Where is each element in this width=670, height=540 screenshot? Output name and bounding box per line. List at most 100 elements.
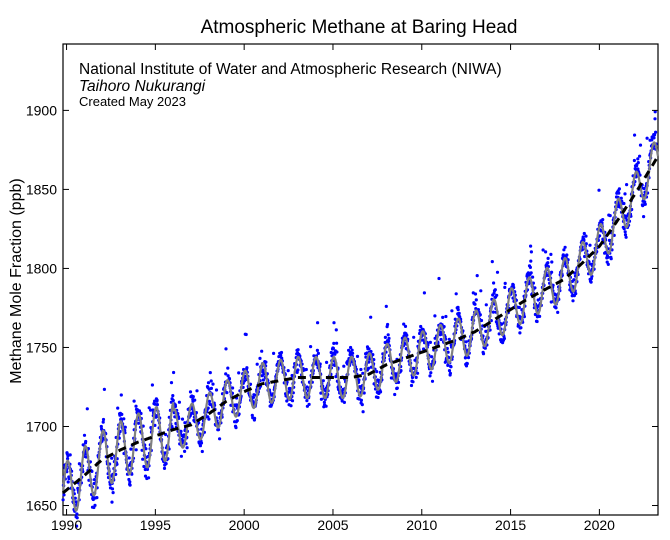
- observation-point: [529, 250, 534, 254]
- observation-point: [622, 201, 626, 206]
- observation-point: [251, 395, 256, 399]
- observation-point: [102, 387, 106, 391]
- observation-point: [399, 369, 403, 373]
- observation-point: [321, 379, 325, 383]
- observation-point: [642, 215, 646, 219]
- observation-point: [190, 411, 194, 415]
- observation-point: [342, 364, 346, 368]
- observation-point: [169, 381, 174, 385]
- observation-point: [147, 406, 151, 410]
- observation-point: [324, 404, 328, 408]
- observation-point: [171, 394, 175, 398]
- observation-point: [75, 524, 79, 528]
- observation-point: [608, 214, 612, 218]
- observation-point: [179, 454, 183, 458]
- observation-point: [147, 476, 151, 480]
- observation-point: [528, 265, 533, 269]
- observation-point: [211, 382, 215, 386]
- observation-point: [645, 136, 649, 140]
- observation-point: [588, 243, 592, 247]
- observation-point: [550, 260, 554, 264]
- observation-point: [556, 310, 560, 314]
- observation-point: [145, 467, 150, 471]
- observation-point: [116, 406, 120, 410]
- observation-point: [289, 404, 293, 408]
- observation-points: [61, 110, 658, 528]
- observation-point: [519, 326, 523, 330]
- y-tick-label: 1750: [26, 339, 57, 355]
- observation-point: [444, 314, 448, 319]
- observation-point: [359, 367, 363, 372]
- observation-point: [68, 453, 72, 457]
- observation-point: [638, 143, 643, 147]
- observation-point: [411, 380, 415, 384]
- observation-point: [379, 390, 383, 394]
- observation-point: [206, 406, 210, 410]
- observation-point: [478, 313, 482, 317]
- observation-point: [383, 340, 387, 345]
- observation-point: [342, 400, 346, 404]
- observation-point: [636, 157, 640, 161]
- observation-point: [624, 235, 628, 239]
- observation-point: [325, 360, 329, 364]
- observation-point: [226, 366, 230, 370]
- observation-point: [490, 260, 494, 264]
- observation-point: [245, 366, 249, 370]
- observation-point: [127, 456, 131, 460]
- observation-point: [529, 259, 533, 263]
- observation-point: [562, 248, 566, 252]
- observation-point: [155, 398, 159, 402]
- observation-point: [369, 315, 373, 319]
- observation-point: [601, 218, 605, 222]
- observation-point: [110, 487, 115, 491]
- y-tick-label: 1850: [26, 181, 57, 197]
- observation-point: [367, 347, 371, 351]
- observation-point: [403, 324, 408, 328]
- observation-point: [409, 383, 414, 388]
- observation-point: [456, 308, 460, 312]
- observation-point: [430, 355, 434, 359]
- observation-point: [244, 332, 248, 337]
- observation-point: [332, 341, 336, 345]
- observation-point: [128, 483, 132, 487]
- observation-point: [279, 350, 284, 355]
- observation-point: [617, 187, 622, 191]
- observation-point: [179, 429, 183, 433]
- observation-point: [66, 480, 70, 484]
- observation-point: [144, 447, 148, 451]
- observation-point: [209, 386, 213, 390]
- observation-point: [123, 425, 127, 429]
- observation-point: [142, 464, 146, 469]
- observation-point: [237, 371, 241, 375]
- observation-point: [359, 398, 363, 402]
- observation-point: [150, 383, 154, 387]
- observation-point: [464, 340, 468, 344]
- chart-title: Atmospheric Methane at Baring Head: [201, 17, 518, 38]
- observation-point: [546, 261, 550, 265]
- observation-point: [636, 167, 640, 171]
- observation-point: [250, 413, 254, 417]
- observation-point: [134, 448, 138, 452]
- observation-point: [442, 325, 446, 329]
- observation-point: [458, 315, 462, 319]
- observation-point: [185, 446, 189, 450]
- observation-point: [449, 365, 453, 369]
- observation-point: [351, 351, 355, 355]
- observation-point: [484, 303, 488, 307]
- observation-point: [334, 328, 338, 332]
- observation-point: [636, 161, 640, 165]
- observation-point: [416, 371, 420, 375]
- observation-point: [224, 372, 228, 376]
- observation-point: [334, 375, 338, 379]
- observation-point: [279, 353, 283, 357]
- y-tick-label: 1700: [26, 418, 57, 434]
- observation-point: [387, 339, 391, 343]
- observation-point: [309, 345, 313, 349]
- observation-point: [214, 388, 219, 392]
- observation-point: [209, 379, 213, 383]
- observation-point: [473, 302, 477, 306]
- observation-point: [492, 291, 496, 295]
- seasonal-fit-curve: [61, 141, 660, 512]
- observation-point: [132, 399, 136, 403]
